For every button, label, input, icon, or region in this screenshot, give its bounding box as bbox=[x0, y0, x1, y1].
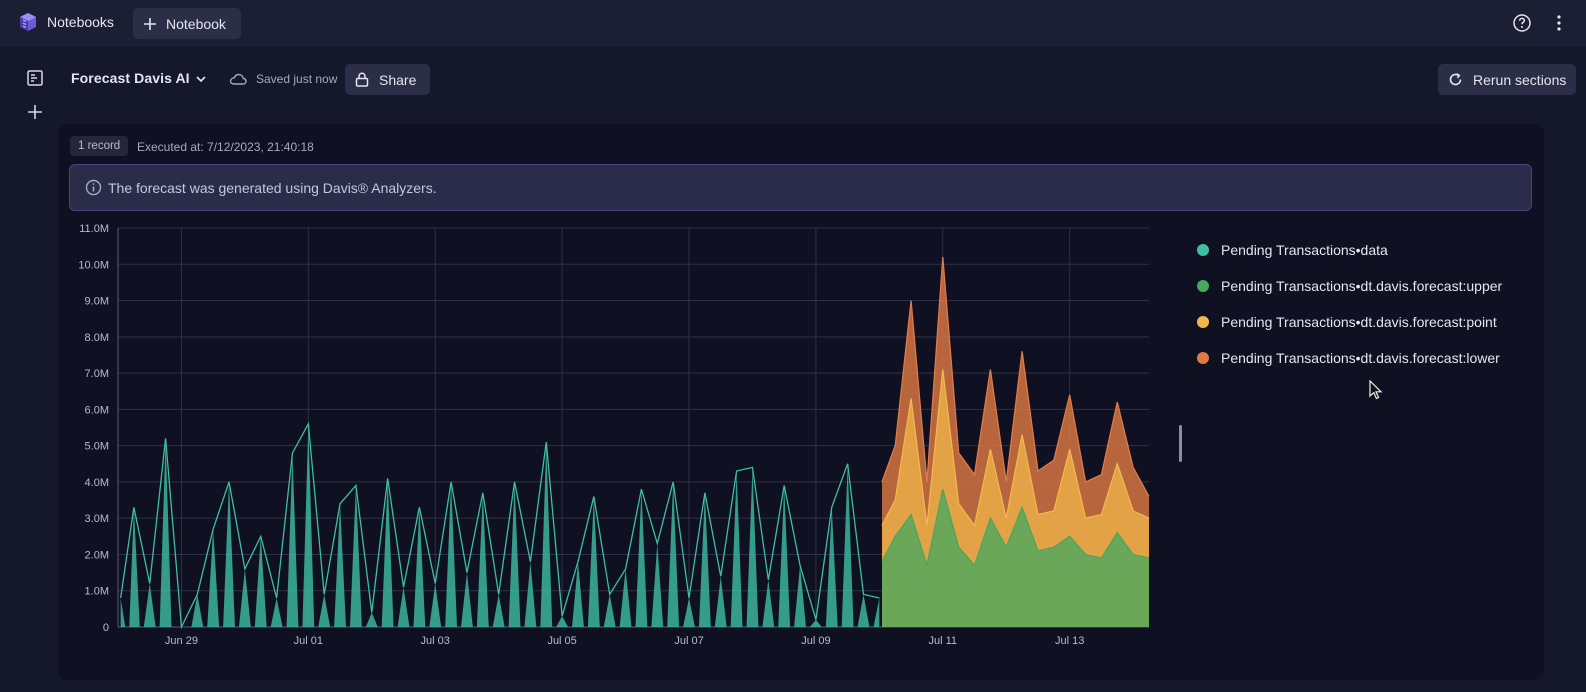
series-area-0 bbox=[120, 423, 880, 627]
y-tick-label: 8.0M bbox=[85, 332, 109, 344]
outline-panel-icon[interactable] bbox=[26, 69, 44, 87]
info-icon bbox=[85, 179, 102, 196]
x-tick-label: Jul 13 bbox=[1055, 635, 1084, 647]
refresh-icon bbox=[1449, 73, 1462, 86]
y-tick-label: 7.0M bbox=[85, 368, 109, 380]
add-section-icon[interactable] bbox=[26, 103, 44, 121]
legend-label: Pending Transactions•dt.davis.forecast:u… bbox=[1221, 278, 1503, 294]
notebooks-app-icon[interactable] bbox=[18, 12, 38, 32]
forecast-chart[interactable]: 0 1.0M 2.0M 3.0M 4.0M 5.0M 6.0M 7.0M 8.0M 9.0M 10.… bbox=[70, 220, 1170, 660]
x-tick-label: Jul 03 bbox=[421, 635, 450, 647]
x-tick-label: Jun 29 bbox=[165, 635, 198, 647]
series-line-0 bbox=[120, 421, 880, 630]
rerun-sections-button[interactable]: Rerun sections bbox=[1438, 64, 1576, 95]
y-tick-label: 9.0M bbox=[85, 296, 109, 308]
y-tick-label: 3.0M bbox=[85, 513, 109, 525]
share-label: Share bbox=[379, 71, 417, 88]
legend-swatch bbox=[1197, 280, 1209, 292]
info-banner: The forecast was generated using Davis® … bbox=[69, 164, 1532, 211]
more-options-icon[interactable] bbox=[1552, 13, 1566, 33]
y-tick-label: 0 bbox=[103, 622, 109, 634]
y-tick-label: 6.0M bbox=[85, 404, 109, 416]
series-line-1 bbox=[881, 488, 1150, 568]
info-message: The forecast was generated using Davis® … bbox=[108, 180, 437, 196]
x-tick-label: Jul 01 bbox=[294, 635, 323, 647]
y-tick-label: 11.0M bbox=[79, 223, 109, 235]
legend-swatch bbox=[1197, 244, 1209, 256]
notebook-title[interactable]: Forecast Davis AI bbox=[71, 70, 190, 86]
chart-legend-resize-handle[interactable] bbox=[1179, 425, 1182, 462]
legend-swatch bbox=[1197, 316, 1209, 328]
legend-label: Pending Transactions•dt.davis.forecast:p… bbox=[1221, 314, 1497, 330]
record-count-badge: 1 record bbox=[70, 136, 129, 156]
x-tick-label: Jul 07 bbox=[674, 635, 703, 647]
chevron-down-icon[interactable] bbox=[195, 73, 207, 85]
y-tick-label: 5.0M bbox=[85, 441, 109, 453]
series-line-3 bbox=[881, 256, 1150, 497]
legend-label: Pending Transactions•data bbox=[1221, 242, 1388, 258]
y-tick-label: 4.0M bbox=[85, 477, 109, 489]
x-tick-label: Jul 05 bbox=[547, 635, 576, 647]
record-count: 1 record bbox=[78, 140, 121, 152]
plus-icon bbox=[144, 17, 156, 30]
x-tick-label: Jul 09 bbox=[801, 635, 830, 647]
legend-item[interactable]: Pending Transactions•dt.davis.forecast:u… bbox=[1197, 268, 1502, 304]
y-tick-label: 10.0M bbox=[78, 259, 109, 271]
series-line-2 bbox=[881, 369, 1150, 528]
executed-at: Executed at: 7/12/2023, 21:40:18 bbox=[137, 140, 314, 154]
legend-item[interactable]: Pending Transactions•dt.davis.forecast:p… bbox=[1197, 304, 1502, 340]
y-tick-label: 1.0M bbox=[85, 586, 109, 598]
legend-label: Pending Transactions•dt.davis.forecast:l… bbox=[1221, 350, 1500, 366]
new-notebook-button[interactable]: Notebook bbox=[133, 8, 241, 39]
rerun-label: Rerun sections bbox=[1473, 71, 1567, 88]
top-bar: Notebooks Notebook bbox=[0, 0, 1586, 46]
legend-swatch bbox=[1197, 352, 1209, 364]
save-status: Saved just now bbox=[256, 72, 338, 86]
series-area-1 bbox=[881, 489, 1149, 627]
help-icon[interactable] bbox=[1512, 13, 1532, 33]
share-button[interactable]: Share bbox=[345, 64, 430, 95]
legend-item[interactable]: Pending Transactions•dt.davis.forecast:l… bbox=[1197, 340, 1502, 376]
mouse-cursor-icon bbox=[1369, 380, 1383, 400]
x-tick-label: Jul 11 bbox=[929, 635, 958, 647]
new-notebook-label: Notebook bbox=[166, 15, 226, 32]
lock-icon bbox=[355, 72, 369, 87]
app-name[interactable]: Notebooks bbox=[47, 14, 114, 30]
chart-legend: Pending Transactions•data Pending Transac… bbox=[1197, 232, 1502, 376]
legend-item[interactable]: Pending Transactions•data bbox=[1197, 232, 1502, 268]
cloud-saved-icon bbox=[229, 73, 247, 85]
y-tick-label: 2.0M bbox=[85, 549, 109, 561]
